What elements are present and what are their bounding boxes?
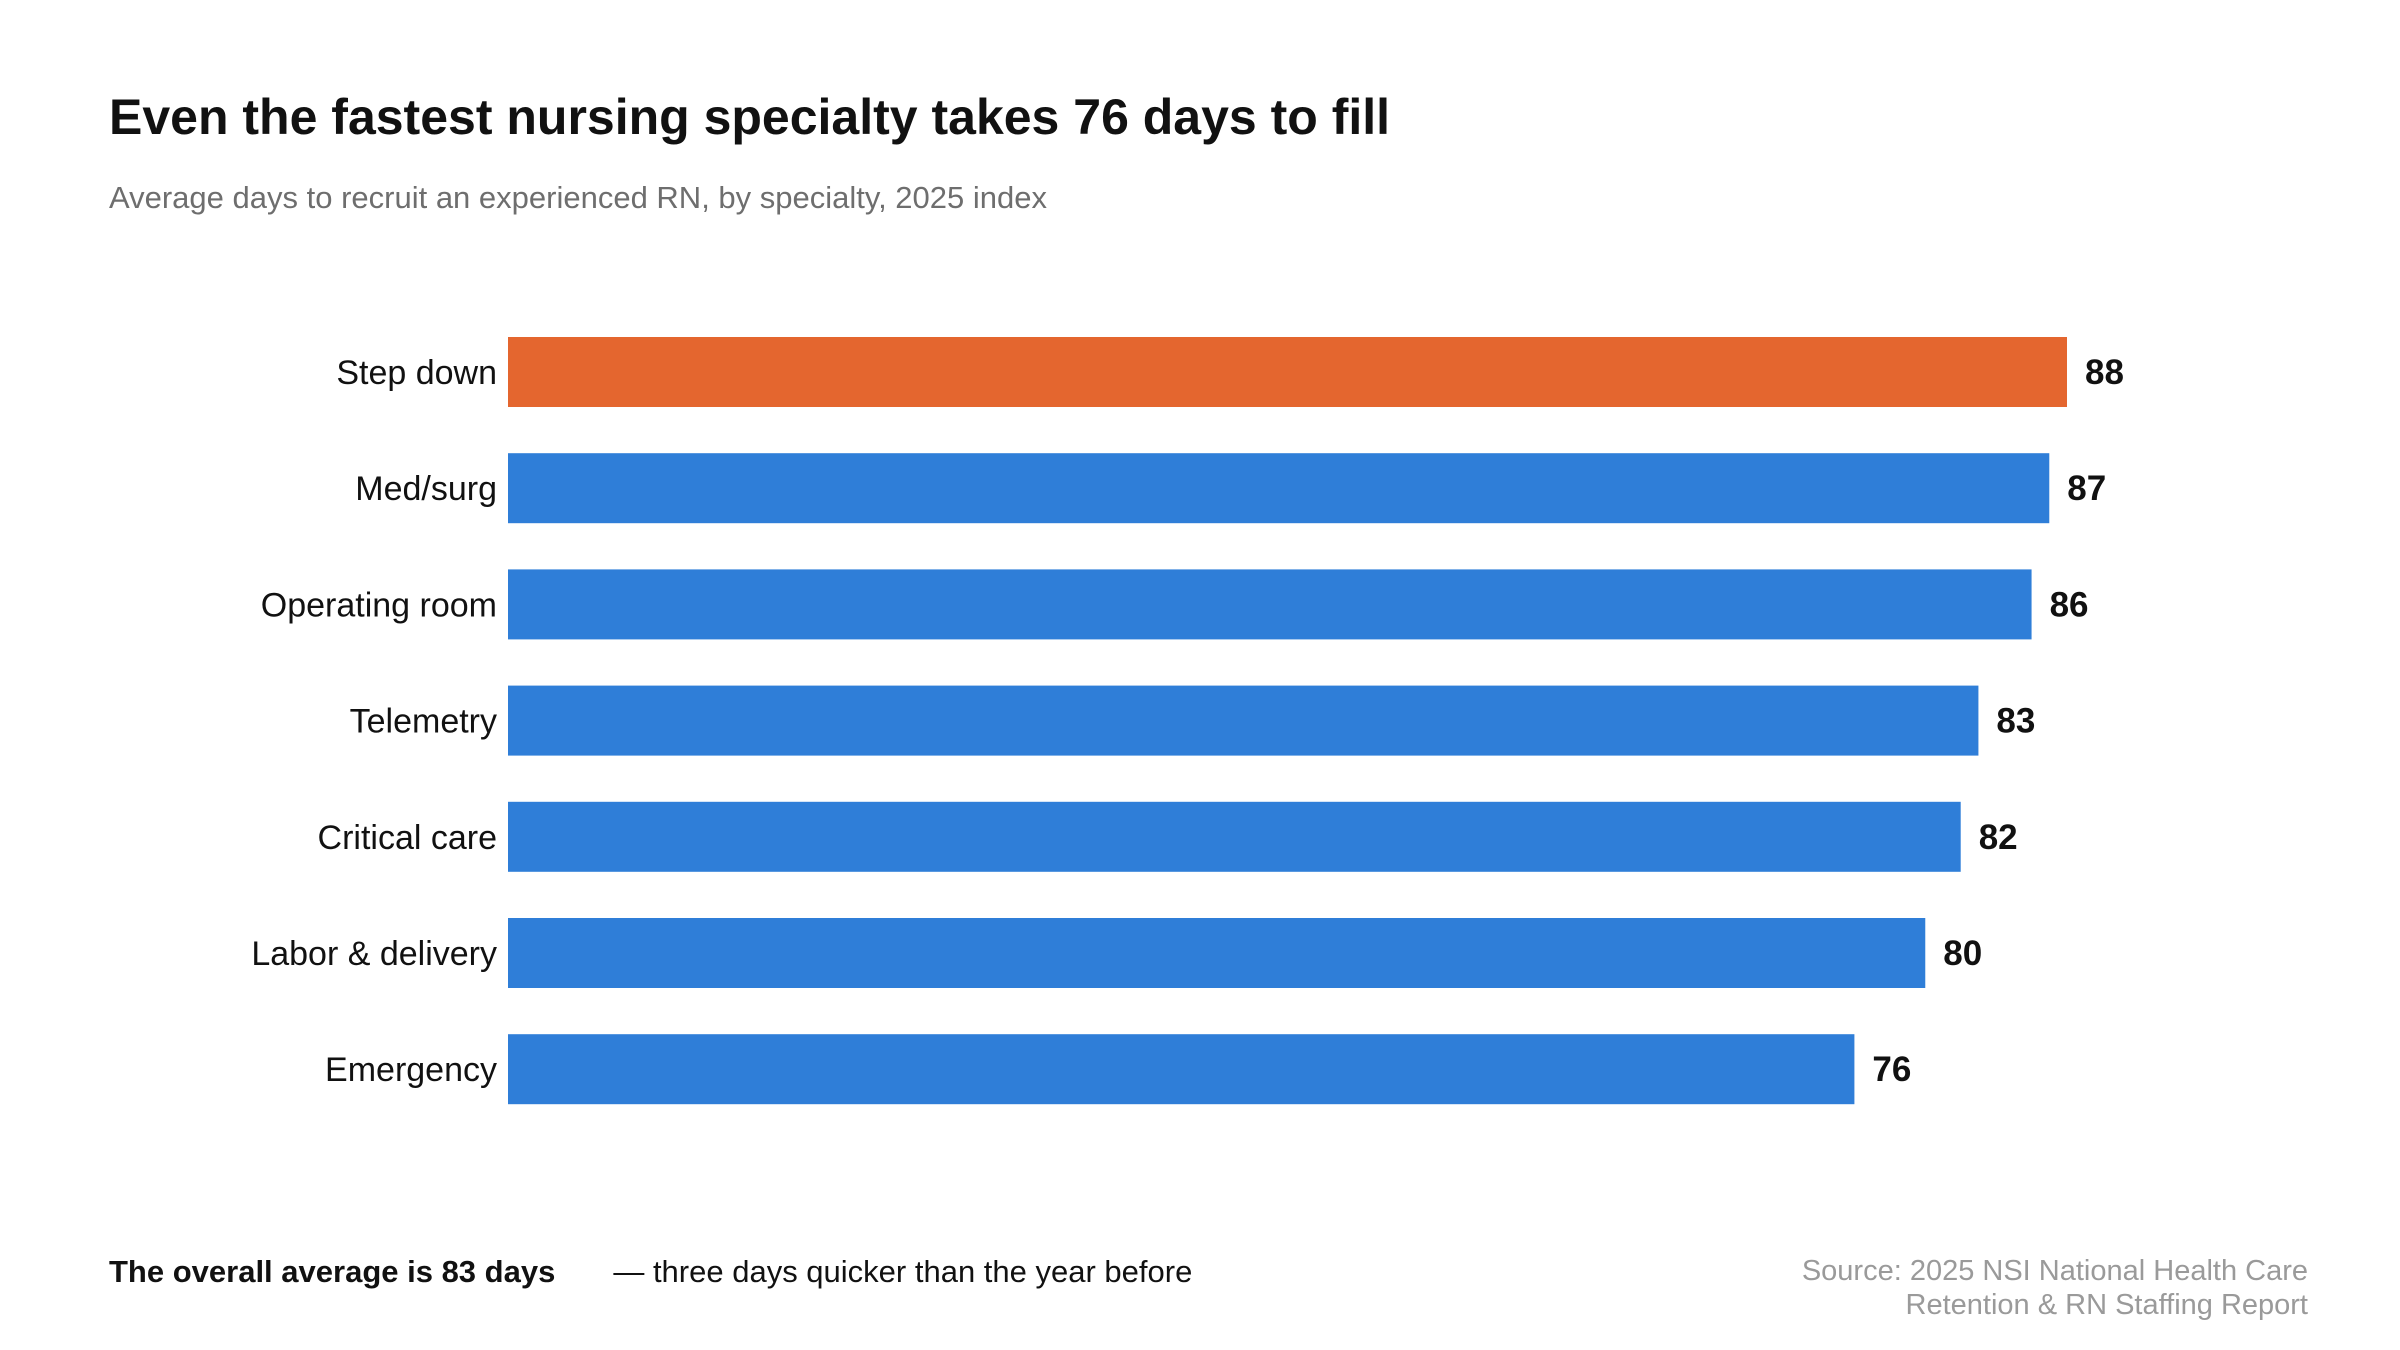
bar-step-down <box>508 337 2067 407</box>
value-label-labor-delivery: 80 <box>1943 934 1982 973</box>
category-label-step-down: Step down <box>336 354 497 392</box>
average-callout-bold: The overall average is 83 days <box>109 1254 556 1289</box>
value-label-med-surg: 87 <box>2067 469 2106 508</box>
bar-labor-delivery <box>508 918 1926 988</box>
value-label-telemetry: 83 <box>1996 702 2035 741</box>
value-label-emergency: 76 <box>1872 1050 1911 1089</box>
source-line-1: Source: 2025 NSI National Health Care <box>1801 1255 2308 1287</box>
bar-med-surg <box>508 453 2050 524</box>
category-label-emergency: Emergency <box>325 1051 497 1089</box>
chart-subtitle: Average days to recruit an experienced R… <box>109 180 1047 215</box>
bar-emergency <box>508 1034 1855 1105</box>
value-label-step-down: 88 <box>2085 353 2124 392</box>
category-label-critical-care: Critical care <box>318 819 497 857</box>
bar-critical-care <box>508 801 1961 872</box>
value-label-operating-room: 86 <box>2050 585 2089 624</box>
bar-operating-room <box>508 569 2032 640</box>
category-label-med-surg: Med/surg <box>355 470 497 508</box>
average-callout-rest: — three days quicker than the year befor… <box>613 1254 1193 1289</box>
category-label-operating-room: Operating room <box>261 586 497 624</box>
average-callout: The overall average is 83 days — three da… <box>109 1254 1192 1290</box>
value-label-critical-care: 82 <box>1979 818 2018 857</box>
category-label-telemetry: Telemetry <box>350 703 497 741</box>
bar-telemetry <box>508 685 1979 756</box>
category-label-labor-delivery: Labor & delivery <box>251 935 497 973</box>
chart-title: Even the fastest nursing specialty takes… <box>109 89 1391 145</box>
source-line-2: Retention & RN Staffing Report <box>1905 1289 2308 1321</box>
source-note: Source: 2025 NSI National Health Care Re… <box>1608 1254 2308 1322</box>
